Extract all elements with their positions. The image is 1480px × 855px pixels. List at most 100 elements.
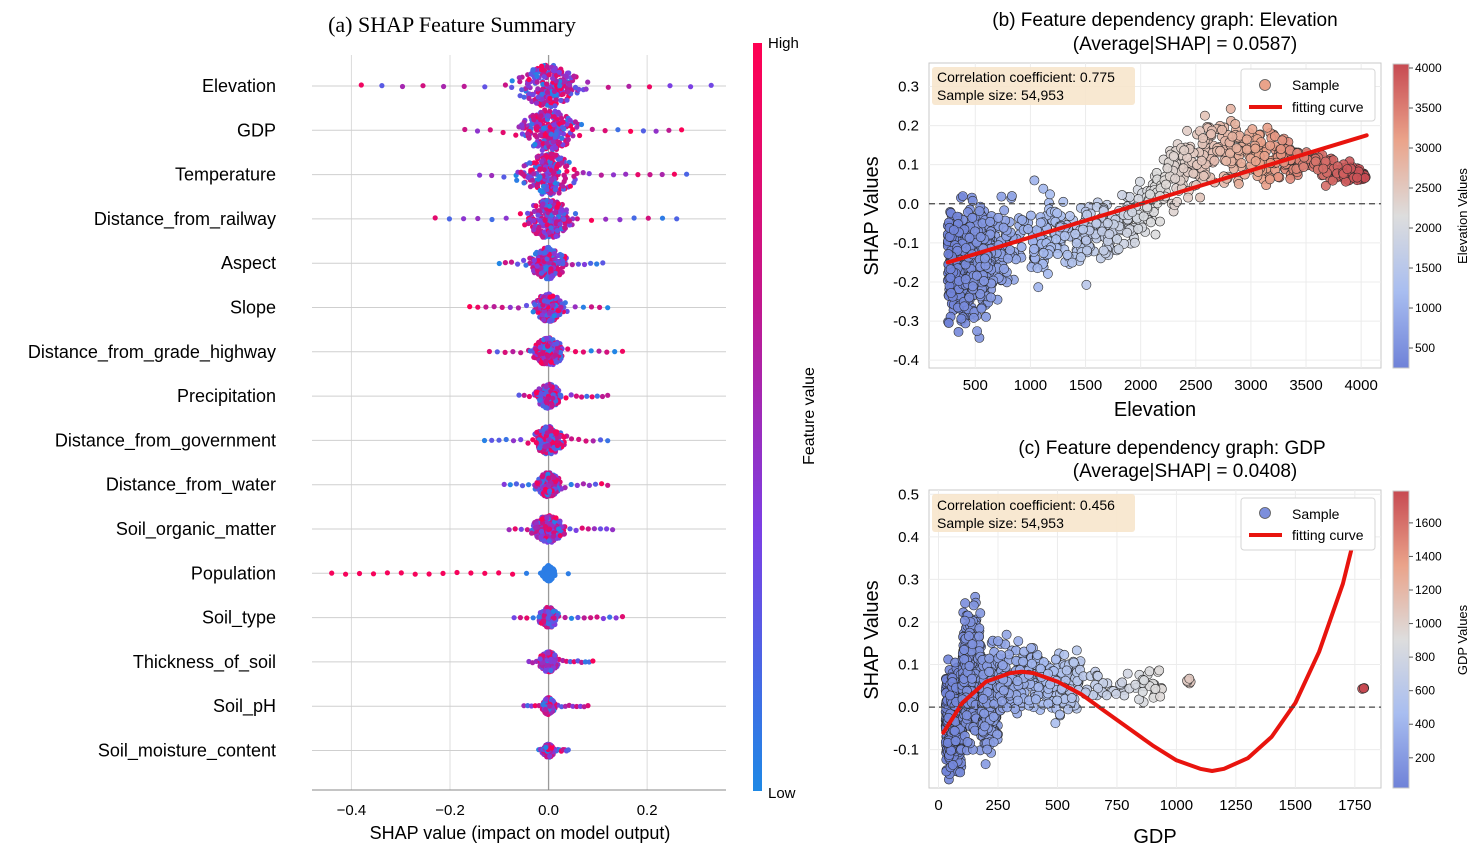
feature-label: Soil_type xyxy=(202,608,276,629)
shap-point xyxy=(543,486,549,492)
shap-point xyxy=(550,293,556,299)
shap-point xyxy=(537,132,543,138)
shap-point xyxy=(509,571,516,577)
sample-point xyxy=(943,318,954,328)
feature-label: Soil_pH xyxy=(213,696,276,717)
shap-point xyxy=(563,73,569,79)
shap-point xyxy=(576,436,582,442)
shap-point xyxy=(510,349,516,355)
shap-point xyxy=(575,261,582,267)
shap-point xyxy=(551,533,557,539)
shap-point xyxy=(551,659,557,665)
shap-point xyxy=(546,570,552,576)
shap-point xyxy=(565,89,571,95)
shap-point xyxy=(552,210,558,216)
feature-label: Soil_organic_matter xyxy=(116,519,276,540)
shap-point xyxy=(594,614,600,620)
shap-point xyxy=(540,302,546,308)
shap-point xyxy=(565,747,571,753)
shap-point xyxy=(541,538,547,544)
sample-point xyxy=(1262,122,1273,133)
shap-point xyxy=(607,614,613,620)
shap-point xyxy=(539,573,546,579)
shap-point xyxy=(589,126,595,132)
shap-point xyxy=(551,170,557,176)
shap-point xyxy=(544,89,551,95)
shap-point xyxy=(544,154,550,160)
sample-point xyxy=(1273,172,1284,182)
shap-point xyxy=(538,391,544,397)
shap-point xyxy=(543,276,550,282)
shap-point xyxy=(578,121,585,128)
feature-label: Slope xyxy=(230,298,276,318)
shap-point xyxy=(526,91,532,97)
shap-point xyxy=(671,171,678,177)
shap-point xyxy=(572,211,579,217)
shap-point xyxy=(524,527,531,533)
shap-point xyxy=(441,83,447,90)
shap-point xyxy=(581,615,587,621)
shap-point xyxy=(515,261,521,267)
shap-point xyxy=(521,257,527,263)
shap-point xyxy=(559,135,565,141)
sample-point xyxy=(1195,192,1205,203)
shap-point xyxy=(597,304,603,310)
feature-label: Elevation xyxy=(202,76,276,96)
shap-point xyxy=(530,67,536,73)
shap-point xyxy=(515,305,522,311)
shap-point xyxy=(531,171,537,177)
shap-point xyxy=(580,349,587,355)
shap-point xyxy=(533,203,539,209)
shap-point xyxy=(534,73,540,79)
shap-point xyxy=(590,658,596,664)
shap-point xyxy=(545,609,551,615)
shap-point xyxy=(659,171,665,178)
feature-label: Temperature xyxy=(175,165,276,185)
shap-point xyxy=(550,395,556,401)
shap-point xyxy=(580,481,587,487)
shap-point xyxy=(543,744,549,751)
sample-point xyxy=(1182,125,1192,136)
shap-point xyxy=(526,95,532,101)
shap-point xyxy=(519,122,525,128)
shap-point xyxy=(512,526,518,532)
shap-point xyxy=(557,83,563,89)
shap-point xyxy=(588,217,595,223)
shap-point xyxy=(539,96,545,102)
shap-point xyxy=(575,614,581,621)
shap-point xyxy=(542,443,548,450)
shap-point xyxy=(543,266,549,272)
colorbar-low-label: Low xyxy=(768,785,796,802)
shap-point xyxy=(544,430,550,436)
shap-point xyxy=(343,571,349,577)
shap-point xyxy=(544,198,550,204)
shap-point xyxy=(552,478,559,484)
feature-value-colorbar xyxy=(753,43,762,791)
shap-point xyxy=(517,79,523,85)
shap-point xyxy=(549,177,555,183)
shap-point xyxy=(645,215,651,221)
sample-point xyxy=(1277,135,1288,146)
shap-point xyxy=(531,268,537,274)
shap-point xyxy=(568,436,575,442)
shap-point xyxy=(554,341,560,347)
shap-point xyxy=(548,155,555,161)
shap-point xyxy=(558,97,564,103)
shap-point xyxy=(585,79,591,85)
shap-point xyxy=(583,438,589,444)
shap-point xyxy=(559,124,566,130)
shap-point xyxy=(592,481,599,487)
shap-point xyxy=(615,127,621,133)
shap-point xyxy=(537,250,543,256)
shap-point xyxy=(537,351,543,357)
shap-point xyxy=(557,156,563,162)
sample-point xyxy=(1172,196,1182,207)
shap-point xyxy=(548,359,554,365)
shap-point xyxy=(600,260,606,266)
shap-point xyxy=(579,525,585,531)
colorbar-title: Feature value xyxy=(801,367,818,465)
shap-point xyxy=(542,250,548,256)
shap-point xyxy=(613,615,619,621)
shap-point xyxy=(541,298,548,304)
shap-point xyxy=(543,424,549,430)
